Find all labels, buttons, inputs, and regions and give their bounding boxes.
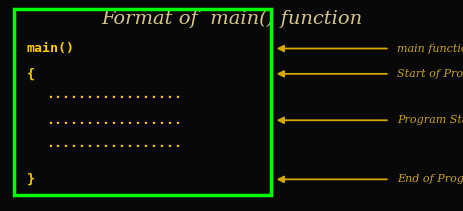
Text: .................: ................. (46, 114, 182, 127)
Text: Program Statements: Program Statements (396, 115, 463, 125)
Text: .................: ................. (46, 88, 182, 101)
Text: End of Program: End of Program (396, 174, 463, 184)
Text: Format of  main() function: Format of main() function (101, 9, 362, 28)
Bar (14, 9, 271, 195)
Text: main(): main() (27, 42, 75, 55)
Text: main function: main function (396, 43, 463, 54)
Text: Start of Program: Start of Program (396, 69, 463, 79)
Text: {: { (27, 67, 35, 80)
Text: }: } (27, 173, 35, 186)
Text: .................: ................. (46, 137, 182, 150)
